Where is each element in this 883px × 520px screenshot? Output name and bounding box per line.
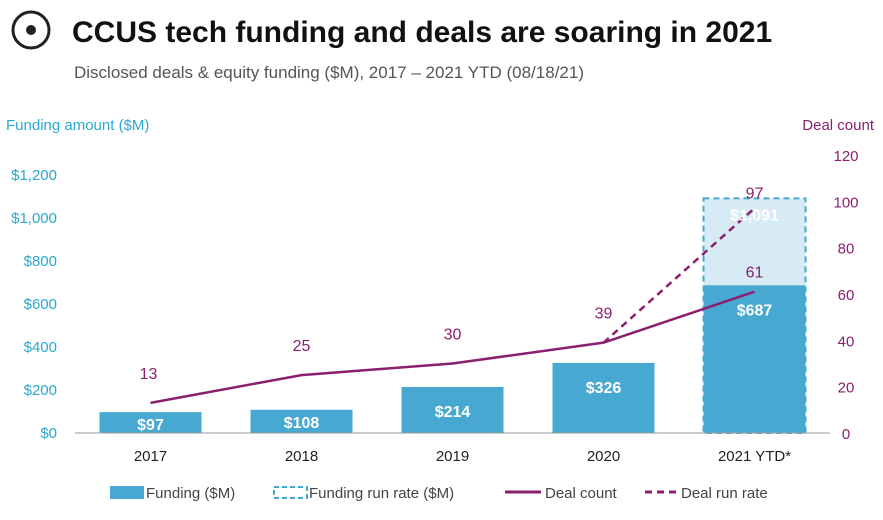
right-tick-label: 20 [838,380,855,397]
funding-bar [552,362,655,433]
right-tick-label: 60 [838,287,855,304]
category-label: 2021 YTD* [718,448,791,465]
legend-label-funding: Funding ($M) [146,485,235,502]
right-tick-label: 80 [838,241,855,258]
left-tick-label: $600 [24,296,57,313]
legend-label-deal-run-rate: Deal run rate [681,485,768,502]
logo-icon [11,10,51,50]
deal-run-rate-label: 97 [746,185,764,202]
legend-swatch-funding [110,486,144,499]
funding-bars [99,285,806,433]
funding-value-label: $97 [137,417,164,434]
category-label: 2018 [285,448,318,465]
deal-count-label: 39 [595,306,613,323]
funding-bar [99,412,202,433]
deal-count-label: 25 [293,338,311,355]
right-axis-title: Deal count [802,117,875,134]
deal-run-rate-line [602,207,756,344]
deal-count-label: 61 [746,265,764,282]
funding-value-label: $214 [435,404,471,421]
left-tick-label: $0 [40,425,57,442]
left-tick-label: $200 [24,382,57,399]
deal-count-label: 13 [140,366,158,383]
deal-lines [150,207,756,405]
funding-value-label: $687 [737,302,773,319]
funding-value-label: $326 [586,380,622,397]
legend-swatch-runrate [273,486,308,499]
left-axis-title: Funding amount ($M) [6,117,149,134]
right-tick-label: 40 [838,333,855,350]
chart-title: CCUS tech funding and deals are soaring … [72,16,772,49]
left-tick-label: $800 [24,253,57,270]
deal-count-labels: 13 25 30 39 61 97 [140,185,764,383]
category-label: 2017 [134,448,167,465]
chart-subtitle: Disclosed deals & equity funding ($M), 2… [74,63,584,82]
category-labels: 2017 2018 2019 2020 2021 YTD* [134,448,791,465]
category-label: 2020 [587,448,620,465]
runrate-value-label: $1,091 [730,207,779,224]
right-axis-ticks: 0 20 40 60 80 100 120 [833,148,858,443]
funding-value-label: $108 [284,415,320,432]
left-tick-label: $1,000 [11,210,57,227]
legend-label-runrate: Funding run rate ($M) [309,485,454,502]
funding-bar [401,386,504,433]
right-tick-label: 120 [833,148,858,165]
category-label: 2019 [436,448,469,465]
left-tick-label: $400 [24,339,57,356]
deal-count-line [150,290,755,405]
bar-value-labels: $97 $108 $214 $326 $687 $1,091 [137,207,779,434]
left-axis-ticks: $0 $200 $400 $600 $800 $1,000 $1,200 [11,167,57,442]
right-tick-label: 0 [842,426,850,443]
legend-label-deal-count: Deal count [545,485,618,502]
right-tick-label: 100 [833,194,858,211]
funding-bar [250,409,353,433]
deal-count-label: 30 [444,327,462,344]
left-tick-label: $1,200 [11,167,57,184]
funding-bar [703,285,806,433]
legend: Funding ($M) Funding run rate ($M) Deal … [110,485,768,502]
